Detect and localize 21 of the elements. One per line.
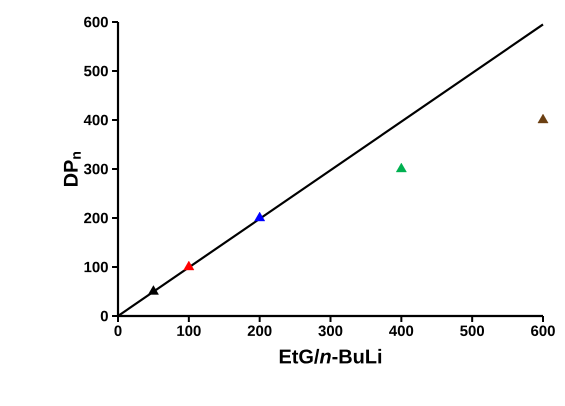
y-tick-label: 200 (84, 212, 108, 224)
y-tick-label: 0 (100, 310, 108, 322)
point (254, 212, 266, 222)
y-tick-label: 600 (84, 16, 108, 28)
y-axis-title: DP$_{n}$ (64, 152, 81, 186)
point (396, 162, 407, 172)
y-tick-label: 500 (84, 66, 108, 76)
x-tick-label: 200 (248, 325, 272, 336)
x-tick-label: 0 (114, 325, 122, 336)
point (538, 114, 548, 124)
y-tick-label: 100 (84, 262, 108, 272)
point (183, 260, 194, 270)
y-tick-label: 400 (84, 114, 108, 126)
x-tick-label: 400 (389, 325, 414, 336)
point (148, 285, 159, 295)
x-tick-label: 300 (318, 325, 342, 336)
y-tick-label: 300 (84, 164, 108, 174)
x-axis-title: EtG/n-BuLi (280, 348, 382, 364)
x-tick-label: 100 (177, 325, 201, 336)
x-tick-label: 600 (531, 325, 555, 336)
x-tick-label: 500 (460, 325, 484, 336)
